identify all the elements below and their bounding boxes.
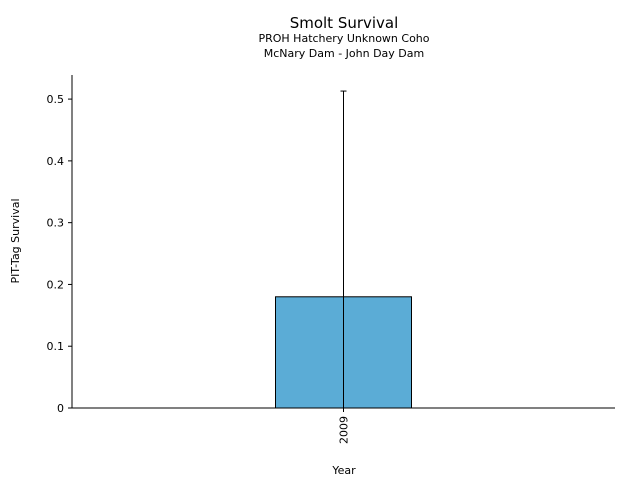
plot-area: 2009 0 0.1 0.2 0.3 0.4 0.5 xyxy=(47,75,615,444)
y-tick-label: 0.5 xyxy=(47,93,65,106)
y-axis-label: PIT-Tag Survival xyxy=(9,198,22,283)
y-tick-label: 0.1 xyxy=(47,340,65,353)
y-tick-label: 0 xyxy=(57,402,64,415)
chart-subtitle-1: PROH Hatchery Unknown Coho xyxy=(258,32,429,45)
y-tick-label: 0.2 xyxy=(47,278,65,291)
y-tick-label: 0.3 xyxy=(47,217,65,230)
x-axis-label: Year xyxy=(331,464,356,477)
chart-title: Smolt Survival xyxy=(290,14,399,32)
y-tick-label: 0.4 xyxy=(47,155,65,168)
x-tick-label-2009: 2009 xyxy=(338,416,351,444)
chart-subtitle-2: McNary Dam - John Day Dam xyxy=(264,47,424,60)
